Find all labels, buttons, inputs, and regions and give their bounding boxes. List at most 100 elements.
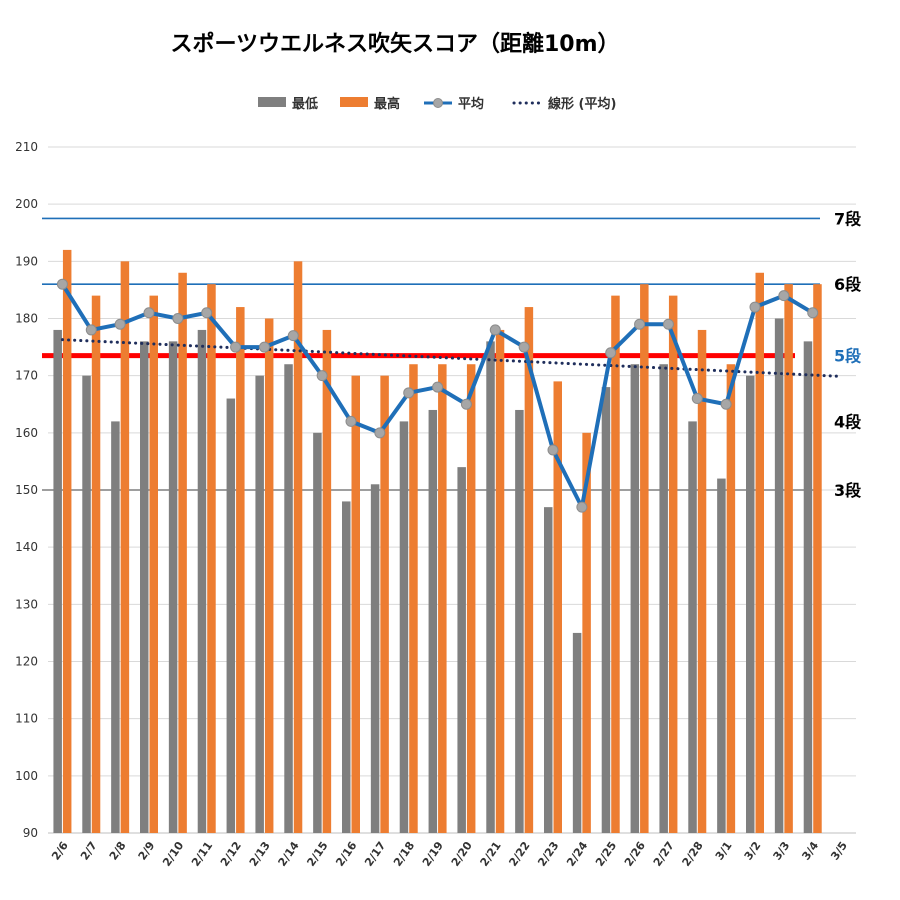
x-tick-label: 2/18 — [391, 839, 417, 869]
x-tick-label: 2/7 — [78, 839, 100, 862]
bar-max — [524, 307, 534, 834]
average-line-group — [56, 278, 819, 513]
average-marker — [460, 398, 472, 410]
bar-max — [322, 329, 332, 833]
average-marker — [287, 330, 299, 342]
average-marker — [85, 324, 97, 336]
chart-title: スポーツウエルネス吹矢スコア（距離10m） — [170, 32, 620, 57]
legend: 最低 最高 平均 線形 (平均) — [258, 96, 616, 112]
average-marker — [403, 387, 415, 399]
average-marker — [634, 318, 646, 330]
bar-min — [688, 421, 697, 833]
bar-max — [351, 375, 360, 833]
x-tick-label: 2/22 — [506, 839, 532, 869]
average-marker — [605, 347, 617, 359]
x-tick-label: 2/10 — [160, 839, 186, 869]
bar-max — [755, 272, 764, 833]
average-marker — [201, 307, 213, 319]
x-tick-label: 3/3 — [771, 839, 793, 862]
legend-label-trend: 線形 (平均) — [548, 96, 616, 112]
bar-max — [611, 295, 620, 834]
bar-max — [178, 272, 187, 833]
x-axis: 2/6 2/7 2/8 2/9 2/10 2/11 2/12 2/13 2/14 2/15 2/16… — [49, 839, 850, 869]
x-tick-label: 2/24 — [564, 839, 590, 869]
trend-line — [60, 338, 840, 378]
x-tick-label: 2/14 — [276, 839, 302, 869]
x-tick-label: 3/2 — [742, 839, 764, 862]
x-tick-label: 2/25 — [593, 839, 619, 869]
rank-label: 6段 — [834, 275, 862, 294]
bar-min — [601, 387, 611, 833]
x-tick-label: 3/1 — [713, 839, 735, 862]
average-marker — [374, 427, 386, 439]
average-marker — [576, 501, 588, 513]
bar-min — [803, 341, 813, 833]
bar-max — [207, 284, 216, 833]
average-marker — [143, 307, 155, 319]
legend-swatch-min — [258, 97, 286, 107]
bar-min — [140, 341, 149, 833]
bar-min — [197, 329, 207, 833]
average-marker — [662, 318, 674, 330]
bar-min — [168, 341, 178, 833]
y-tick-label: 190 — [15, 254, 38, 268]
bar-min — [486, 341, 495, 833]
rank-labels: 7段 6段 5段 4段 3段 — [834, 209, 862, 500]
bar-min — [630, 364, 640, 833]
x-tick-label: 2/15 — [304, 839, 330, 869]
y-tick-label: 150 — [15, 483, 38, 497]
average-marker — [432, 381, 444, 393]
bar-min — [572, 632, 582, 833]
average-marker — [172, 313, 184, 324]
bar-max — [91, 295, 101, 834]
bar-min — [457, 467, 466, 833]
bar-min — [313, 432, 322, 833]
bar-min — [226, 398, 236, 833]
legend-label-avg: 平均 — [458, 96, 484, 112]
rank-label: 4段 — [834, 412, 862, 431]
average-marker — [114, 318, 126, 330]
bar-max — [668, 295, 678, 834]
x-tick-label: 2/16 — [333, 839, 359, 869]
bar-min — [746, 375, 755, 833]
x-tick-label: 2/9 — [136, 839, 158, 862]
bar-max — [697, 329, 707, 833]
bar-min — [428, 409, 438, 833]
bar-min — [255, 375, 264, 833]
x-tick-label: 2/12 — [218, 839, 244, 869]
y-tick-label: 180 — [15, 312, 38, 326]
x-tick-label: 2/20 — [449, 839, 475, 869]
legend-swatch-marker — [433, 98, 443, 108]
bar-max — [149, 295, 158, 834]
bar-min — [774, 318, 784, 833]
bar-min — [717, 478, 726, 833]
average-marker — [547, 444, 559, 456]
bar-max — [264, 318, 274, 833]
x-tick-label: 2/19 — [420, 839, 446, 869]
average-marker — [749, 301, 761, 313]
x-tick-label: 2/8 — [107, 839, 129, 862]
bar-min — [111, 421, 120, 833]
bar-max — [438, 364, 447, 833]
y-tick-label: 170 — [15, 369, 38, 383]
x-tick-label: 2/27 — [651, 839, 677, 869]
y-tick-label: 210 — [15, 140, 38, 154]
rank-label: 5段 — [834, 347, 862, 366]
bar-min — [53, 329, 62, 833]
bar-max — [582, 432, 591, 833]
x-tick-label: 2/26 — [622, 839, 648, 869]
legend-label-min: 最低 — [292, 96, 318, 112]
y-tick-label: 200 — [15, 197, 38, 211]
y-tick-label: 120 — [15, 655, 38, 669]
bar-max — [466, 364, 476, 833]
y-tick-label: 110 — [15, 712, 38, 726]
bar-max — [813, 284, 822, 833]
average-marker — [720, 398, 732, 410]
bar-max — [784, 284, 793, 833]
legend-label-max: 最高 — [374, 96, 400, 112]
y-tick-label: 130 — [15, 597, 38, 611]
bar-min — [342, 501, 351, 833]
bar-max — [409, 364, 418, 833]
average-marker — [258, 341, 270, 353]
